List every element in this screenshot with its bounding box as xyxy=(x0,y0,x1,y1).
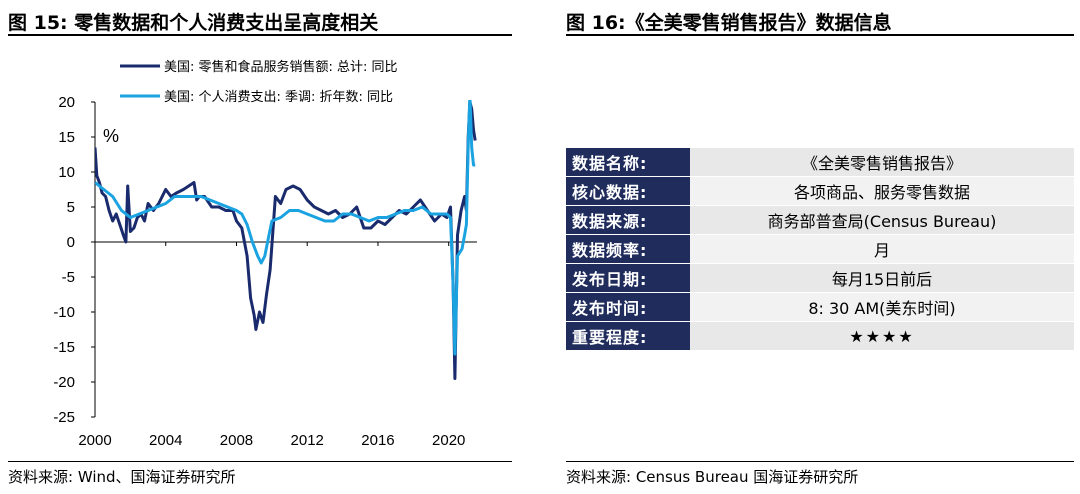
right-bottom-rule xyxy=(566,461,1074,462)
y-tick-label: -10 xyxy=(53,304,75,321)
info-row: 发布日期: 每月15日前后 xyxy=(566,264,1074,293)
info-row-value: 8: 30 AM(美东时间) xyxy=(690,293,1074,322)
series-line-retail xyxy=(95,100,477,380)
legend-label-retail: 美国: 零售和食品服务销售额: 总计: 同比 xyxy=(164,59,398,75)
y-tick-label: -5 xyxy=(62,269,75,286)
y-tick-label: -15 xyxy=(53,339,75,356)
left-title-rule xyxy=(8,34,512,36)
right-title-rule xyxy=(566,34,1074,36)
x-tick-label: 2012 xyxy=(291,432,324,449)
info-row: 数据频率: 月 xyxy=(566,235,1074,264)
left-bottom-rule xyxy=(8,461,512,462)
chart-series-layer xyxy=(95,100,477,380)
x-tick-label: 2004 xyxy=(149,432,182,449)
info-row-key: 数据名称: xyxy=(566,148,690,177)
left-source-note: 资料来源: Wind、国海证券研究所 xyxy=(8,468,236,486)
y-tick-label: -20 xyxy=(53,374,75,391)
legend-label-pce: 美国: 个人消费支出: 季调: 折年数: 同比 xyxy=(164,90,393,105)
info-row-key: 数据来源: xyxy=(566,206,690,235)
info-row-key: 发布日期: xyxy=(566,264,690,293)
x-tick-label: 2000 xyxy=(78,432,111,449)
info-row-key: 重要程度: xyxy=(566,322,690,351)
series-line-pce xyxy=(95,100,476,356)
y-unit-label: % xyxy=(103,126,119,146)
info-row: 发布时间: 8: 30 AM(美东时间) xyxy=(566,293,1074,322)
info-row: 数据来源: 商务部普查局(Census Bureau) xyxy=(566,206,1074,235)
info-row: 重要程度: ★★★★ xyxy=(566,322,1074,351)
info-row-value: 月 xyxy=(690,235,1074,264)
left-figure-title: 图 15: 零售数据和个人消费支出呈高度相关 xyxy=(8,12,379,34)
x-tick-label: 2020 xyxy=(432,432,465,449)
info-row: 数据名称: 《全美零售销售报告》 xyxy=(566,148,1074,177)
importance-stars: ★★★★ xyxy=(690,322,1074,351)
y-tick-label: 0 xyxy=(67,234,75,251)
x-tick-label: 2016 xyxy=(361,432,394,449)
y-tick-label: 15 xyxy=(58,129,75,146)
info-row-value: 每月15日前后 xyxy=(690,264,1074,293)
info-row-key: 发布时间: xyxy=(566,293,690,322)
y-tick-label: 20 xyxy=(58,94,75,111)
info-row-key: 数据频率: xyxy=(566,235,690,264)
info-row: 核心数据: 各项商品、服务零售数据 xyxy=(566,177,1074,206)
report-info-table: 数据名称: 《全美零售销售报告》 核心数据: 各项商品、服务零售数据 数据来源: 商务部普… xyxy=(566,148,1074,351)
y-tick-label: -25 xyxy=(53,409,75,426)
right-source-note: 资料来源: Census Bureau 国海证券研究所 xyxy=(566,468,859,486)
right-figure-title: 图 16:《全美零售销售报告》数据信息 xyxy=(566,12,892,34)
info-row-value: 《全美零售销售报告》 xyxy=(690,148,1074,177)
y-tick-label: 10 xyxy=(58,164,75,181)
y-tick-label: 5 xyxy=(67,199,75,216)
info-row-value: 各项商品、服务零售数据 xyxy=(690,177,1074,206)
x-tick-label: 2008 xyxy=(220,432,253,449)
info-row-key: 核心数据: xyxy=(566,177,690,206)
info-row-value: 商务部普查局(Census Bureau) xyxy=(690,206,1074,235)
